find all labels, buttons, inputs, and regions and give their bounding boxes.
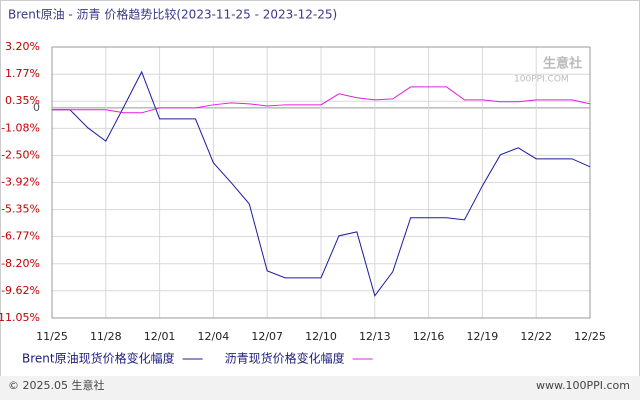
footer-left: © 2025.05 生意社	[8, 378, 104, 392]
y-tick-label: -1.08%	[1, 121, 40, 134]
watermark-name: 生意社	[543, 56, 582, 72]
y-tick-label: -6.77%	[1, 230, 40, 243]
series-line	[52, 70, 591, 297]
y-tick-label: -3.92%	[1, 175, 40, 188]
x-tick-label: 12/10	[305, 330, 337, 343]
y-tick-label: -11.05%	[0, 311, 40, 324]
y-tick-label: 0.35%	[5, 94, 40, 107]
x-tick-label: 12/16	[413, 330, 445, 343]
y-tick-label: -9.62%	[1, 284, 40, 297]
x-tick-label: 12/25	[574, 330, 606, 343]
y-tick-label: -5.35%	[1, 203, 40, 216]
plot-border	[51, 46, 591, 319]
legend-label: 沥青现货价格变化幅度	[225, 351, 345, 366]
x-tick-label: 11/25	[36, 330, 68, 343]
x-tick-label: 12/19	[467, 330, 499, 343]
y-tick-label: 0	[33, 101, 40, 114]
legend-label: Brent原油现货价格变化幅度	[22, 351, 175, 366]
x-tick-label: 12/22	[520, 330, 552, 343]
y-tick-label: 3.20%	[5, 40, 40, 53]
x-tick-label: 12/07	[251, 330, 283, 343]
footer-right: www.100PPI.com	[536, 379, 630, 392]
y-tick-label: -8.20%	[1, 257, 40, 270]
series-line	[52, 86, 591, 114]
watermark-site: 100PPI.COM	[514, 75, 569, 85]
x-tick-label: 12/13	[359, 330, 391, 343]
footer-bar	[0, 376, 640, 400]
y-tick-label: -2.50%	[1, 148, 40, 161]
y-tick-label: 1.77%	[5, 67, 40, 80]
x-tick-label: 12/01	[144, 330, 176, 343]
chart-title: Brent原油 - 沥青 价格趋势比较(2023-11-25 - 2023-12…	[8, 7, 337, 22]
x-tick-label: 12/04	[198, 330, 230, 343]
x-tick-label: 11/28	[90, 330, 122, 343]
